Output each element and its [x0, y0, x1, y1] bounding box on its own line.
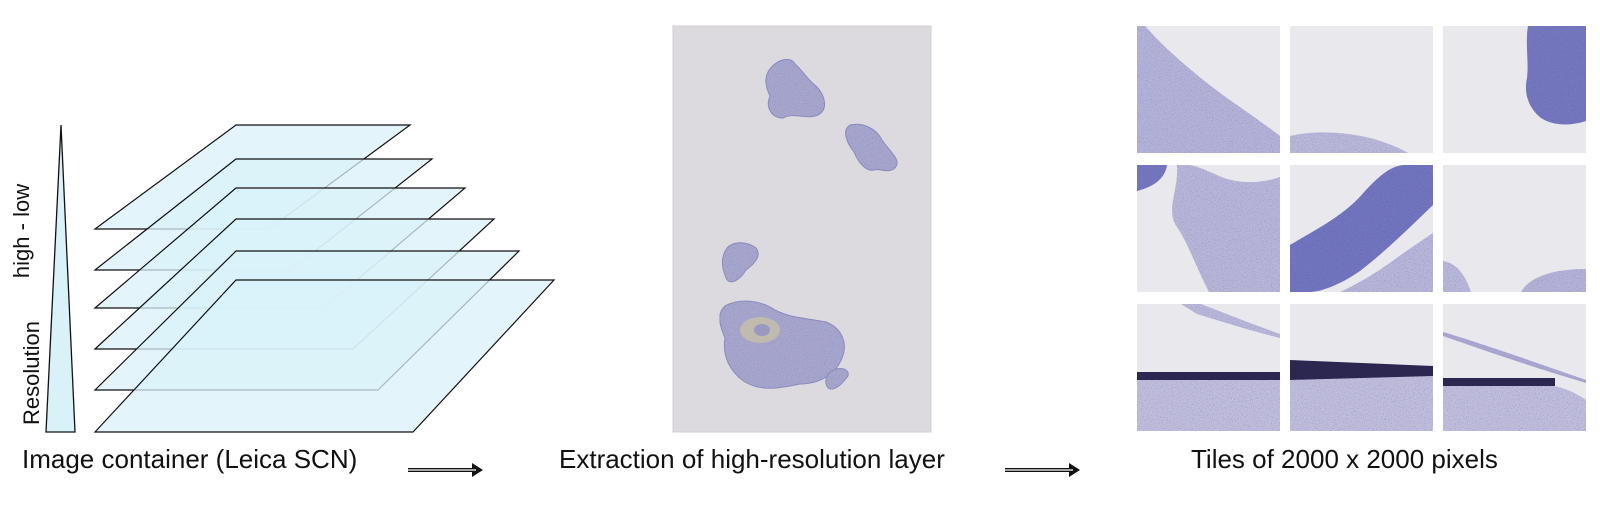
- caption-tiles: Tiles of 2000 x 2000 pixels: [1191, 444, 1498, 474]
- resolution-triangle: [45, 124, 76, 433]
- pyramid-layer-1: [93, 279, 556, 433]
- image-pyramid: [93, 124, 556, 433]
- slide-image: [672, 25, 932, 433]
- tile-9: [1443, 304, 1586, 431]
- tile-5: [1290, 165, 1433, 292]
- tiles-grid: [1137, 26, 1586, 431]
- caption-image-container: Image container (Leica SCN): [22, 444, 358, 474]
- arrow-1-head: [472, 463, 483, 477]
- tile-7: [1137, 304, 1280, 431]
- tile-2: [1290, 26, 1433, 153]
- caption-extraction: Extraction of high-resolution layer: [559, 444, 945, 474]
- tile-1: [1137, 26, 1280, 153]
- arrow-2-head: [1069, 463, 1080, 477]
- resolution-range-label: high - low: [9, 183, 34, 279]
- tile-4: [1137, 165, 1280, 292]
- resolution-label: Resolution: [19, 321, 44, 425]
- tile-6: [1443, 165, 1586, 292]
- tile-3: [1443, 26, 1586, 153]
- tile-8: [1290, 304, 1433, 431]
